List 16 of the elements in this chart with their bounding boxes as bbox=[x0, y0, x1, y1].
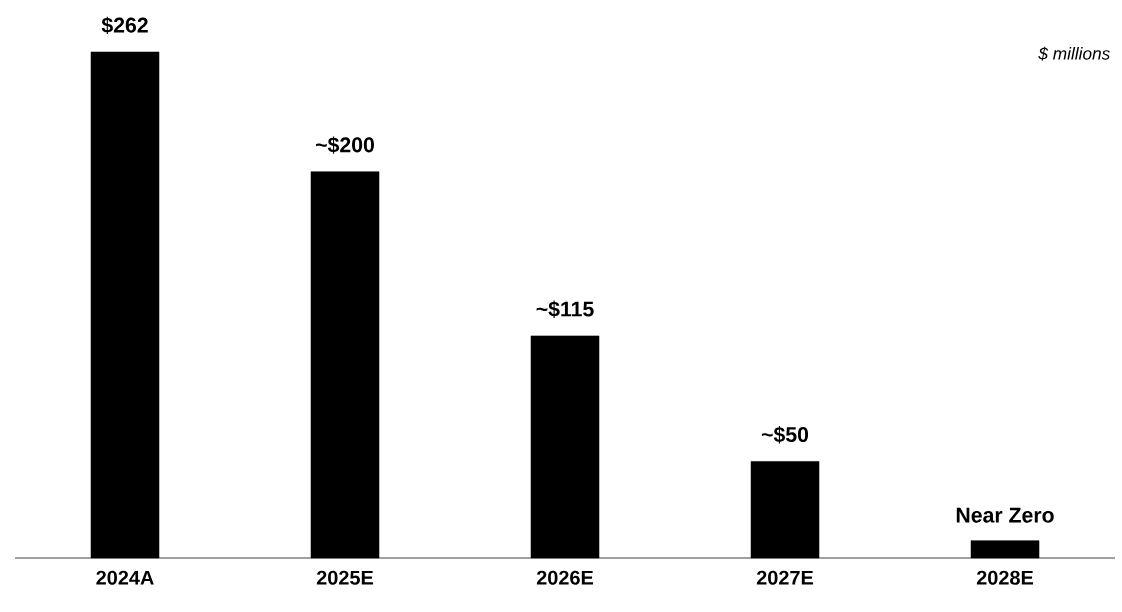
data-label: Near Zero bbox=[956, 507, 1054, 523]
annotation: $ millions bbox=[1038, 46, 1110, 61]
data-label: $262 bbox=[101, 16, 148, 35]
data-label: ~$50 bbox=[761, 426, 809, 444]
bar bbox=[310, 171, 380, 559]
bar bbox=[530, 335, 600, 559]
x-tick-label: 2028E bbox=[976, 570, 1034, 585]
bar bbox=[750, 461, 820, 559]
bar bbox=[970, 540, 1040, 559]
x-tick-label: 2026E bbox=[536, 570, 594, 585]
x-tick-label: 2027E bbox=[756, 570, 814, 585]
data-label: ~$200 bbox=[316, 136, 374, 154]
x-tick-label: 2024A bbox=[96, 570, 154, 585]
bar bbox=[90, 51, 160, 559]
data-label: ~$115 bbox=[536, 300, 594, 318]
x-tick-label: 2025E bbox=[316, 570, 374, 585]
